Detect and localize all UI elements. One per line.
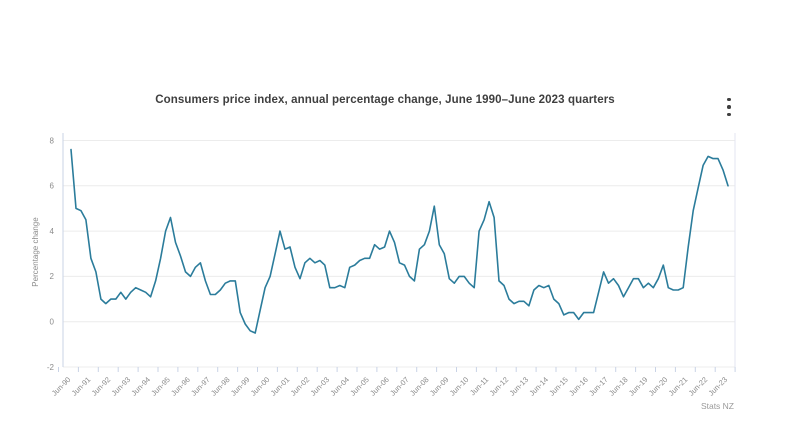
svg-text:Jun-91: Jun-91 — [70, 375, 93, 398]
axes — [58, 133, 736, 372]
svg-text:Jun-11: Jun-11 — [468, 375, 490, 397]
svg-text:Jun-99: Jun-99 — [229, 375, 252, 398]
svg-text:0: 0 — [50, 318, 55, 327]
svg-text:Jun-97: Jun-97 — [189, 375, 212, 398]
svg-text:Jun-00: Jun-00 — [249, 375, 272, 398]
svg-text:Jun-17: Jun-17 — [587, 375, 610, 398]
svg-text:Jun-08: Jun-08 — [408, 375, 431, 398]
svg-text:Jun-94: Jun-94 — [129, 375, 152, 398]
gridlines — [63, 140, 735, 368]
svg-text:Jun-01: Jun-01 — [269, 375, 292, 398]
svg-text:Jun-93: Jun-93 — [110, 375, 133, 398]
svg-text:Jun-06: Jun-06 — [368, 375, 391, 398]
kebab-dot — [727, 105, 731, 109]
svg-text:Jun-20: Jun-20 — [647, 375, 670, 398]
svg-text:Jun-96: Jun-96 — [169, 375, 192, 398]
source-attribution: Stats NZ — [700, 401, 734, 411]
kebab-dot — [727, 97, 731, 102]
svg-text:4: 4 — [50, 227, 55, 236]
svg-text:Jun-19: Jun-19 — [627, 375, 650, 398]
kebab-dot — [727, 112, 731, 117]
svg-text:Jun-90: Jun-90 — [50, 375, 73, 398]
y-axis-title: Percentage change — [31, 217, 40, 287]
svg-text:Jun-13: Jun-13 — [508, 375, 531, 398]
svg-text:Jun-09: Jun-09 — [428, 375, 451, 398]
svg-text:Jun-22: Jun-22 — [687, 375, 710, 398]
svg-text:Jun-23: Jun-23 — [707, 375, 730, 398]
svg-text:Jun-02: Jun-02 — [289, 375, 312, 398]
svg-text:-2: -2 — [47, 363, 55, 372]
svg-text:6: 6 — [50, 182, 55, 191]
svg-text:Jun-05: Jun-05 — [348, 375, 371, 398]
svg-text:Jun-04: Jun-04 — [328, 375, 351, 398]
svg-text:Jun-14: Jun-14 — [527, 375, 550, 398]
svg-text:Jun-18: Jun-18 — [607, 375, 630, 398]
y-axis-tick-labels: 8 6 4 2 0 -2 — [47, 136, 55, 371]
svg-text:Jun-15: Jun-15 — [547, 375, 570, 398]
svg-text:Jun-10: Jun-10 — [448, 375, 471, 398]
cpi-series-line[interactable] — [70, 148, 729, 334]
kebab-menu-icon[interactable] — [719, 92, 739, 122]
svg-text:Jun-21: Jun-21 — [667, 375, 690, 398]
svg-text:8: 8 — [50, 136, 55, 145]
svg-text:Jun-16: Jun-16 — [567, 375, 590, 398]
svg-text:2: 2 — [50, 272, 55, 281]
svg-text:Jun-95: Jun-95 — [149, 375, 172, 398]
x-axis-tick-labels: Jun-90Jun-91Jun-92Jun-93Jun-94Jun-95Jun-… — [50, 375, 729, 398]
chart-title: Consumers price index, annual percentage… — [155, 94, 615, 106]
svg-text:Jun-98: Jun-98 — [209, 375, 232, 398]
svg-text:Jun-07: Jun-07 — [388, 375, 411, 398]
svg-text:Jun-03: Jun-03 — [309, 375, 332, 398]
svg-text:Jun-92: Jun-92 — [90, 375, 113, 398]
svg-text:Jun-12: Jun-12 — [488, 375, 511, 398]
